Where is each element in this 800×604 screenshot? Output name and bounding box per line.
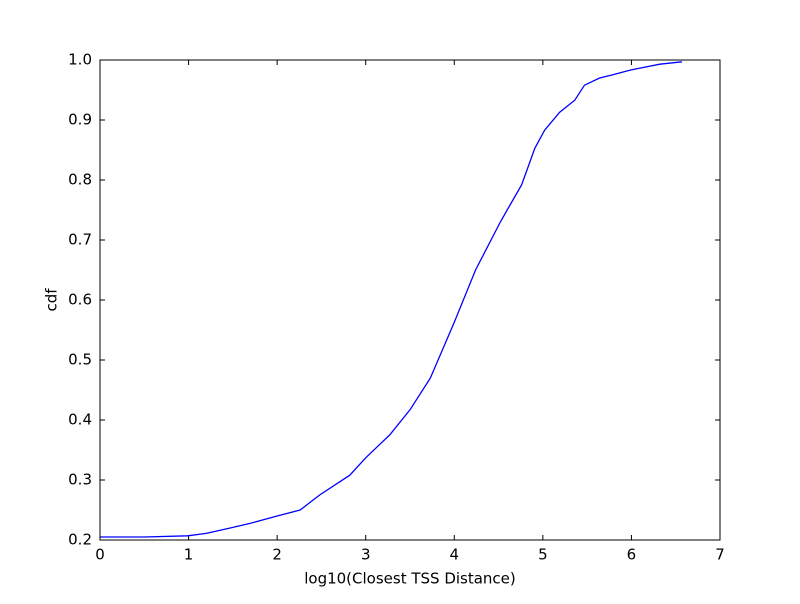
y-tick-label: 0.5 [68,351,92,369]
x-tick-label: 5 [538,546,548,564]
y-tick-label: 1.0 [68,51,92,69]
y-tick-label: 0.4 [68,411,92,429]
y-tick-label: 0.8 [68,171,92,189]
x-tick-label: 7 [715,546,725,564]
x-tick-label: 0 [95,546,105,564]
x-tick-label: 6 [627,546,637,564]
x-tick-label: 3 [361,546,371,564]
x-tick-label: 4 [450,546,460,564]
y-axis-label: cdf [43,288,61,312]
plot-frame [99,59,721,541]
y-tick-label: 0.9 [68,111,92,129]
x-tick-label: 1 [184,546,194,564]
x-tick-label: 2 [272,546,282,564]
data-line [100,61,682,538]
y-tick-label: 0.7 [68,231,92,249]
y-tick-label: 0.2 [68,531,92,549]
x-axis-label: log10(Closest TSS Distance) [304,570,516,588]
y-tick-label: 0.3 [68,471,92,489]
y-tick-label: 0.6 [68,291,92,309]
